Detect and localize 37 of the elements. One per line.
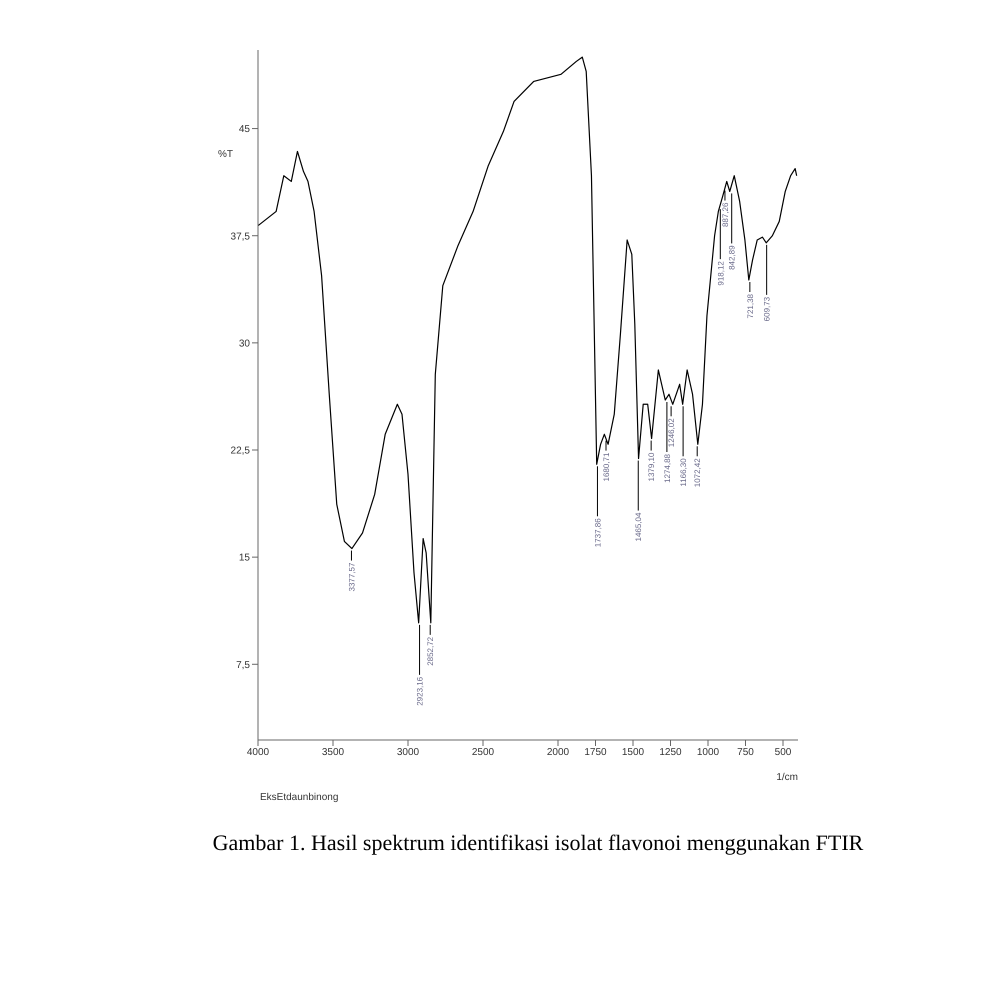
x-axis-title: 1/cm xyxy=(776,772,798,783)
annotation: 842,89 xyxy=(728,244,737,270)
annotation: 609,73 xyxy=(762,296,772,322)
annotation: 1465,04 xyxy=(634,512,644,542)
y-tick-label: 22,5 xyxy=(230,446,250,457)
annotation: 3377,57 xyxy=(347,562,356,592)
annotation: 721,38 xyxy=(746,293,755,318)
x-tick-label: 1250 xyxy=(659,747,682,758)
text: EksEtdaunbinong xyxy=(260,792,338,803)
y-axis-title: %T xyxy=(218,149,233,160)
annotation: 2923,16 xyxy=(416,676,425,706)
x-tick-label: 1000 xyxy=(696,747,720,758)
y-tick-label: 30 xyxy=(238,338,250,350)
annotation: 887,26 xyxy=(720,202,730,228)
y-tick-label: 37,5 xyxy=(230,231,250,242)
x-tick-label: 2000 xyxy=(546,747,570,758)
annotation: 1166,30 xyxy=(679,458,688,487)
annotation: 1072,42 xyxy=(693,458,702,488)
x-tick-label: 3500 xyxy=(322,747,345,758)
x-tick-label: 1750 xyxy=(584,747,608,758)
x-tick-label: 3000 xyxy=(396,747,420,758)
y-tick-label: 45 xyxy=(238,124,250,136)
annotation: 1680,71 xyxy=(602,452,611,482)
annotation: 1737,86 xyxy=(593,518,602,548)
x-tick-label: 1500 xyxy=(622,747,645,758)
annotation: 1274,88 xyxy=(662,453,672,483)
annotation: 1379,10 xyxy=(647,452,656,482)
x-tick-label: 4000 xyxy=(246,747,270,758)
x-tick-label: 500 xyxy=(774,747,792,758)
annotation: 918,12 xyxy=(716,260,726,286)
x-tick-label: 750 xyxy=(737,747,754,758)
y-tick-label: 7,5 xyxy=(236,660,250,671)
x-tick-label: 2500 xyxy=(472,747,495,758)
annotation: 1246,02 xyxy=(667,418,676,448)
text: Gambar 1. Hasil spektrum identifikasi isolat flavonoi menggunakan FTIR xyxy=(212,830,864,856)
annotation: 2852,72 xyxy=(426,636,436,666)
y-tick-label: 15 xyxy=(238,552,250,564)
